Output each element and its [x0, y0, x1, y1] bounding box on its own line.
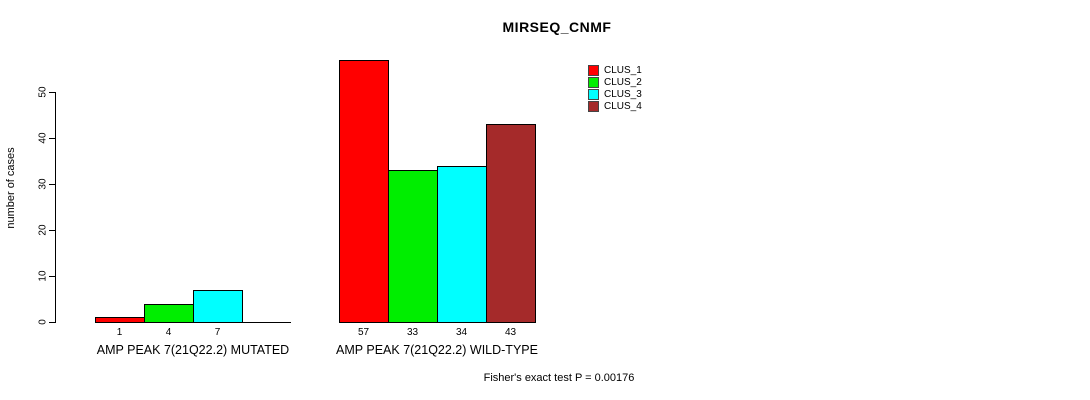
- y-tick-label: 0: [37, 319, 49, 325]
- legend-label: CLUS_2: [604, 76, 642, 88]
- bar-clus_4: [486, 124, 536, 323]
- bar-value-label: 1: [116, 327, 123, 338]
- legend-label: CLUS_4: [604, 100, 642, 112]
- legend-item-clus_2: CLUS_2: [588, 76, 642, 88]
- group-label: AMP PEAK 7(21Q22.2) MUTATED: [96, 343, 290, 357]
- legend-swatch-icon: [588, 88, 599, 100]
- chart-title: MIRSEQ_CNMF: [502, 19, 612, 35]
- y-axis-tick: [49, 276, 55, 277]
- bar-value-label: 34: [455, 327, 468, 338]
- legend: CLUS_1 CLUS_2 CLUS_3 CLUS_4: [588, 64, 642, 112]
- bar-clus_1: [339, 60, 389, 323]
- legend-item-clus_1: CLUS_1: [588, 64, 642, 76]
- legend-swatch-icon: [588, 76, 599, 88]
- y-axis-tick: [49, 322, 55, 323]
- legend-item-clus_3: CLUS_3: [588, 88, 642, 100]
- bar-value-label: 4: [165, 327, 172, 338]
- y-axis-tick: [49, 184, 55, 185]
- bar-value-label: 7: [214, 327, 221, 338]
- y-axis-tick: [49, 92, 55, 93]
- legend-label: CLUS_1: [604, 64, 642, 76]
- y-axis-tick: [49, 230, 55, 231]
- fisher-test-annotation: Fisher's exact test P = 0.00176: [483, 372, 635, 384]
- legend-swatch-icon: [588, 100, 599, 112]
- bar-clus_3: [437, 166, 487, 323]
- bar-value-label: 43: [504, 327, 517, 338]
- bar-value-label: 57: [357, 327, 370, 338]
- y-tick-label: 20: [37, 224, 49, 236]
- bar-clus_2: [144, 304, 194, 323]
- y-tick-label: 40: [37, 132, 49, 144]
- group-label: AMP PEAK 7(21Q22.2) WILD-TYPE: [336, 343, 538, 357]
- y-axis-line: [55, 92, 56, 323]
- bar-clus_2: [388, 170, 438, 323]
- y-tick-label: 30: [37, 178, 49, 190]
- y-tick-label: 50: [37, 86, 49, 98]
- legend-item-clus_4: CLUS_4: [588, 100, 642, 112]
- legend-swatch-icon: [588, 64, 599, 76]
- bar-value-label: 33: [406, 327, 419, 338]
- bar-clus_3: [193, 290, 243, 323]
- legend-label: CLUS_3: [604, 88, 642, 100]
- y-tick-label: 10: [37, 270, 49, 282]
- bar-clus_1: [95, 317, 145, 323]
- y-axis-tick: [49, 138, 55, 139]
- y-axis-label: number of cases: [5, 147, 17, 229]
